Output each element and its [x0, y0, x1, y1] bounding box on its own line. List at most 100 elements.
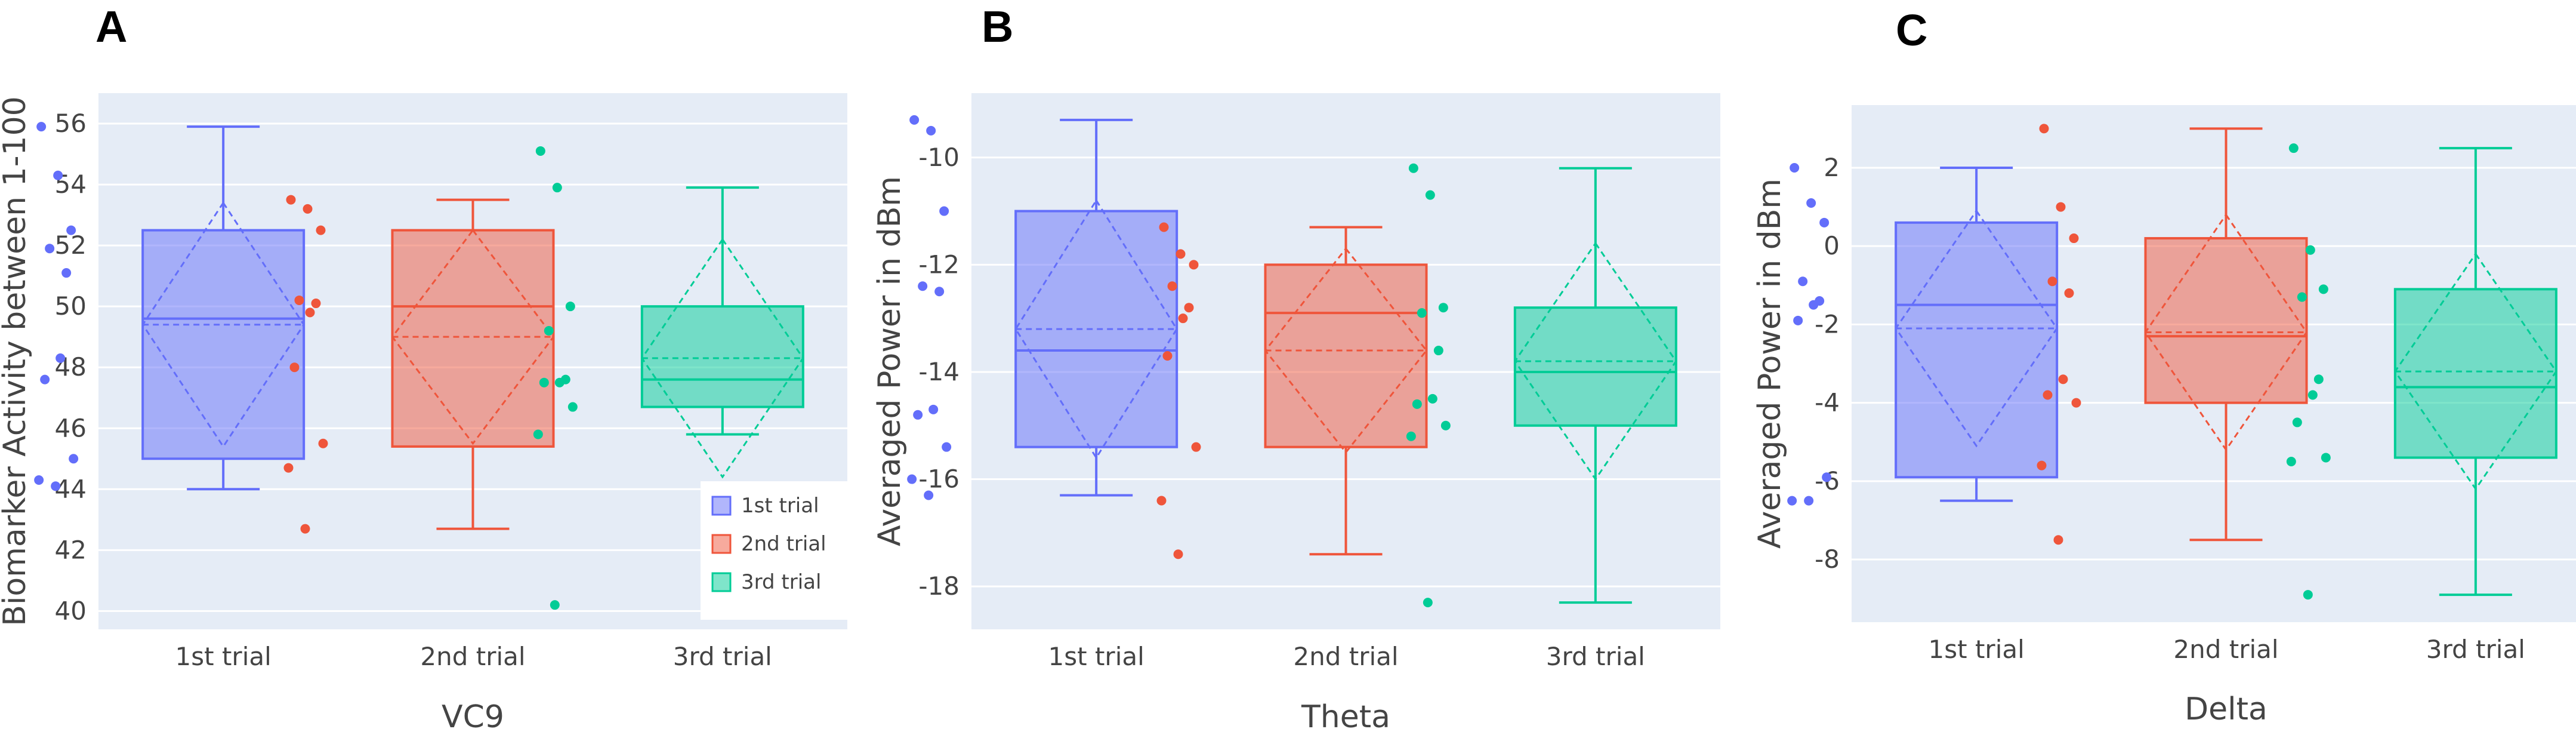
data-point: [311, 299, 321, 309]
data-point: [1440, 420, 1451, 430]
sd-diamond: [2144, 213, 2308, 451]
data-point: [2286, 457, 2296, 467]
data-point: [565, 302, 575, 312]
data-point: [1173, 549, 1183, 559]
y-tick-label: -4: [1815, 388, 1840, 417]
data-point: [2303, 590, 2313, 600]
data-point: [36, 122, 47, 132]
y-tick-label: 0: [1824, 231, 1840, 260]
data-point: [544, 325, 554, 336]
data-point: [550, 600, 560, 610]
data-point: [924, 490, 934, 500]
data-point: [286, 195, 296, 205]
data-point: [535, 146, 545, 156]
data-point: [539, 377, 549, 388]
x-axis-title: VC9: [442, 699, 504, 735]
data-point: [40, 374, 50, 385]
data-point: [1425, 190, 1435, 200]
data-point: [2313, 374, 2324, 385]
data-point: [283, 463, 294, 473]
data-point: [1804, 496, 1814, 506]
sd-diamond: [391, 229, 555, 445]
y-tick-label: -12: [918, 250, 960, 279]
x-tick-label: 1st trial: [1048, 642, 1144, 671]
data-point: [2305, 245, 2315, 255]
sd-diamond: [2394, 252, 2558, 491]
x-axis-title: Theta: [1301, 699, 1390, 735]
data-point: [567, 402, 578, 412]
data-point: [1806, 198, 1816, 208]
y-tick-label: -10: [918, 143, 960, 172]
data-point: [51, 481, 61, 491]
data-point: [55, 353, 66, 363]
data-point: [2307, 390, 2318, 400]
y-tick-label: -18: [918, 571, 960, 601]
box-iqr: [1895, 221, 2059, 479]
x-tick-label: 2nd trial: [1293, 642, 1398, 671]
data-point: [918, 281, 928, 291]
data-point: [318, 438, 328, 448]
data-point: [942, 442, 952, 452]
x-tick-label: 3rd trial: [673, 642, 772, 671]
legend-swatch: [711, 496, 732, 516]
y-tick-label: -16: [918, 465, 960, 494]
data-point: [1162, 351, 1173, 361]
data-point: [1798, 276, 1808, 287]
panel-label-c: C: [1896, 5, 1928, 55]
data-point: [533, 429, 543, 439]
panel-label-a: A: [95, 2, 128, 51]
y-tick-label: -8: [1815, 545, 1840, 574]
y-tick-label: 42: [55, 535, 87, 564]
y-tick-label: 56: [55, 109, 87, 138]
y-axis-title: Biomarker Activity between 1-100: [0, 96, 33, 626]
data-point: [289, 362, 300, 373]
data-point: [53, 170, 63, 180]
data-point: [1427, 393, 1437, 404]
data-point: [2292, 417, 2302, 428]
data-point: [2056, 202, 2066, 212]
data-point: [913, 410, 923, 420]
data-point: [1159, 222, 1169, 232]
legend-swatch: [711, 572, 732, 592]
data-point: [907, 474, 917, 484]
data-point: [2058, 374, 2068, 385]
data-point: [61, 268, 72, 278]
y-axis-title: Averaged Power in dBm: [872, 176, 908, 546]
y-tick-label: 46: [55, 413, 87, 442]
data-point: [934, 287, 945, 297]
y-axis-title: Averaged Power in dBm: [1752, 179, 1788, 549]
data-point: [909, 115, 920, 125]
data-point: [1787, 496, 1797, 506]
data-point: [1189, 260, 1199, 270]
box-iqr: [391, 229, 555, 448]
data-point: [2071, 398, 2081, 408]
sd-diamond: [1895, 209, 2058, 448]
data-point: [1176, 249, 1186, 259]
data-point: [45, 244, 55, 254]
data-point: [926, 125, 936, 136]
y-tick-label: -2: [1815, 309, 1840, 339]
data-point: [1790, 162, 1800, 173]
data-point: [1191, 442, 1201, 452]
sd-diamond: [641, 238, 804, 479]
sd-diamond: [1264, 247, 1428, 454]
data-point: [939, 206, 949, 216]
data-point: [552, 183, 562, 193]
y-tick-label: 52: [55, 230, 87, 260]
x-tick-label: 2nd trial: [420, 642, 525, 671]
data-point: [1438, 303, 1448, 313]
data-point: [69, 454, 79, 464]
box-iqr: [2144, 237, 2308, 404]
data-point: [1423, 598, 1433, 608]
data-point: [2043, 390, 2053, 400]
legend-label: 3rd trial: [741, 570, 821, 594]
x-tick-label: 3rd trial: [2426, 635, 2525, 664]
data-point: [294, 295, 304, 305]
y-tick-label: 50: [55, 291, 87, 321]
box-iqr: [2393, 288, 2558, 459]
data-point: [1412, 399, 1422, 409]
data-point: [1167, 281, 1177, 291]
